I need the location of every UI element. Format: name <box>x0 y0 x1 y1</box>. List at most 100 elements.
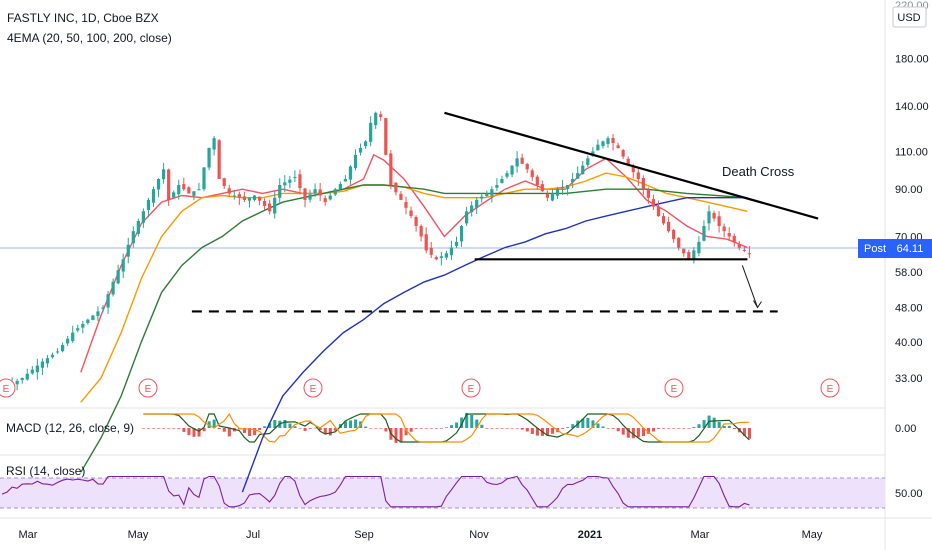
trend-lines[interactable] <box>191 111 819 313</box>
macd-bar <box>732 428 736 429</box>
candle-body <box>192 191 196 196</box>
candle-body <box>207 147 211 168</box>
macd-bar <box>465 412 469 428</box>
macd-bar <box>566 427 570 428</box>
macd-bar <box>495 428 499 429</box>
price-tick-label: 58.00 <box>895 267 923 279</box>
time-tick-label: May <box>128 529 149 541</box>
candle-body <box>692 250 696 260</box>
currency-label: USD <box>897 12 920 24</box>
candle-body <box>480 196 484 199</box>
candle-body <box>212 138 216 150</box>
candle-body <box>429 247 433 255</box>
macd-bar <box>333 428 337 431</box>
macd-bar <box>682 428 686 429</box>
macd-bar <box>601 426 605 428</box>
macd-bar <box>414 428 418 429</box>
candle-body <box>318 189 322 196</box>
currency-box[interactable] <box>892 6 927 28</box>
earnings-marker-icon[interactable] <box>0 378 16 398</box>
candle-body <box>682 248 686 254</box>
candle-body <box>156 178 161 190</box>
symbol-header[interactable]: FASTLY INC, 1D, Cboe BZX <box>7 11 159 25</box>
ema-header[interactable]: 4EMA (20, 50, 100, 200, close) <box>7 31 172 45</box>
macd-bar <box>217 428 221 430</box>
time-tick-label: Mar <box>691 529 710 541</box>
macd-bar <box>293 426 297 428</box>
macd-bar <box>434 428 438 429</box>
earnings-marker-label: E <box>310 384 317 395</box>
macd-bar <box>742 428 746 436</box>
price-tick-label: 140.00 <box>895 101 929 113</box>
candle-body <box>167 169 171 200</box>
time-tick-label: Jul <box>246 529 260 541</box>
candle-body <box>126 244 130 257</box>
candle-body <box>369 122 373 142</box>
macd-bar <box>424 428 428 429</box>
earnings-marker-icon[interactable] <box>820 378 840 398</box>
candle-body <box>500 178 504 183</box>
candle-body <box>465 211 469 224</box>
candle-body <box>722 226 726 232</box>
candle-body <box>485 193 489 197</box>
candle-body <box>96 311 100 316</box>
macd-bar <box>404 428 408 436</box>
macd-bar <box>470 414 474 428</box>
macd-bar <box>490 428 494 429</box>
earnings-marker-icon[interactable] <box>303 378 323 398</box>
candle-body <box>747 253 751 255</box>
candle-body <box>141 211 145 223</box>
candle-body <box>358 147 363 153</box>
candle-body <box>121 259 125 272</box>
macd-bar <box>551 428 555 434</box>
macd-label[interactable]: MACD (12, 26, close, 9) <box>6 421 134 435</box>
candle-body <box>187 187 191 194</box>
price-tick-label: 180.00 <box>895 54 929 66</box>
macd-bar <box>702 420 706 428</box>
macd-lines <box>143 412 750 443</box>
candle-body <box>712 212 716 219</box>
candle-body <box>116 270 120 284</box>
macd-bar <box>182 428 186 432</box>
candle-body <box>162 169 166 180</box>
macd-bar <box>187 428 191 436</box>
earnings-marker-icon[interactable] <box>461 378 481 398</box>
trend-line[interactable] <box>444 111 819 220</box>
earnings-marker-icon[interactable] <box>664 378 684 398</box>
candle-body <box>702 226 706 241</box>
macd-bar <box>177 428 181 429</box>
candle-body <box>606 138 610 144</box>
candle-body <box>55 351 60 353</box>
macd-bar <box>581 418 585 428</box>
candle-body <box>50 354 55 358</box>
macd-bar <box>384 428 388 432</box>
macd-bar <box>273 420 277 428</box>
candle-body <box>449 247 454 256</box>
macd-bar <box>535 428 539 436</box>
macd-bar <box>323 428 327 434</box>
candle-body <box>687 252 691 260</box>
macd-bar <box>677 428 681 429</box>
earnings-marker-icon[interactable] <box>138 378 158 398</box>
candle-body <box>677 237 681 248</box>
candle-body <box>76 328 80 331</box>
macd-bar <box>727 425 731 428</box>
candle-body <box>454 241 459 246</box>
macd-bar <box>515 428 519 429</box>
macd-bar <box>712 417 716 428</box>
ema-line <box>80 184 748 473</box>
candle-body <box>146 199 151 210</box>
rsi-label[interactable]: RSI (14, close) <box>6 464 85 478</box>
macd-bar <box>697 424 701 428</box>
candle-body <box>197 189 201 191</box>
candle-body <box>717 216 721 227</box>
candle-body <box>151 189 156 203</box>
macd-bar <box>546 428 549 436</box>
macd-bar <box>596 423 600 428</box>
candle-body <box>333 189 337 195</box>
candle-body <box>616 145 620 148</box>
arrow-head <box>753 300 762 309</box>
candle-body <box>424 234 428 251</box>
